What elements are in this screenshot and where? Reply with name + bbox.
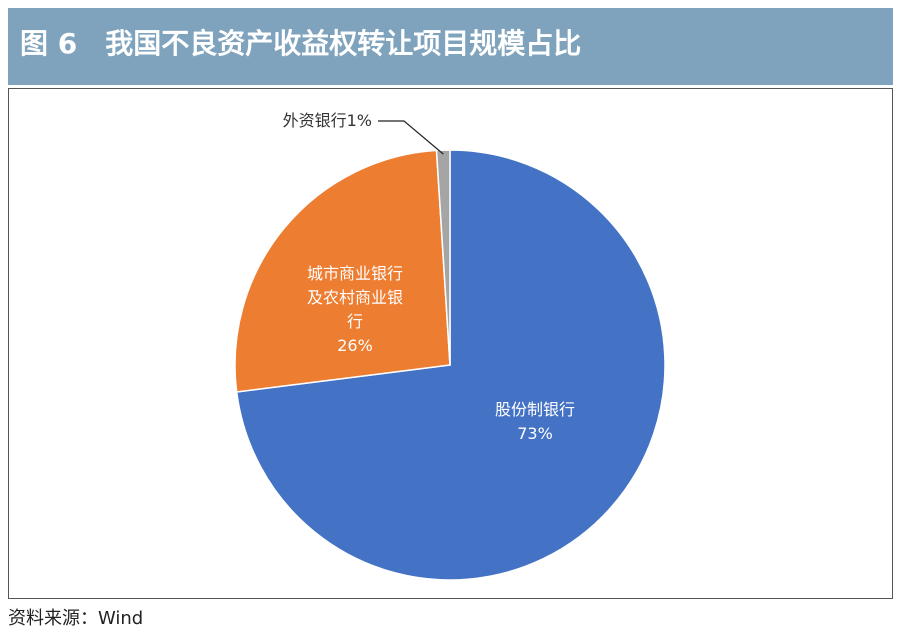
slice-label: 城市商业银行及农村商业银行 26% xyxy=(296,262,414,358)
value-label: 1% xyxy=(346,111,372,130)
slice-label: 外资银行1% xyxy=(200,109,372,133)
pie-slice xyxy=(435,149,451,366)
chart-frame xyxy=(8,88,893,599)
value-label: 73% xyxy=(517,424,553,443)
leader-line xyxy=(378,120,444,155)
title-banner xyxy=(8,8,893,85)
slice-label: 股份制银行 73% xyxy=(470,398,600,446)
value-label: 26% xyxy=(337,336,373,355)
source-note: 资料来源：Wind xyxy=(8,608,144,629)
chart-title: 图 6 我国不良资产收益权转让项目规模占比 xyxy=(20,27,582,60)
category-label: 外资银行 xyxy=(282,111,347,130)
pie-slice xyxy=(234,149,451,393)
category-label: 股份制银行 xyxy=(494,400,575,419)
category-label: 城市商业银行及农村商业银行 xyxy=(306,264,403,331)
pie-slice xyxy=(235,149,666,581)
